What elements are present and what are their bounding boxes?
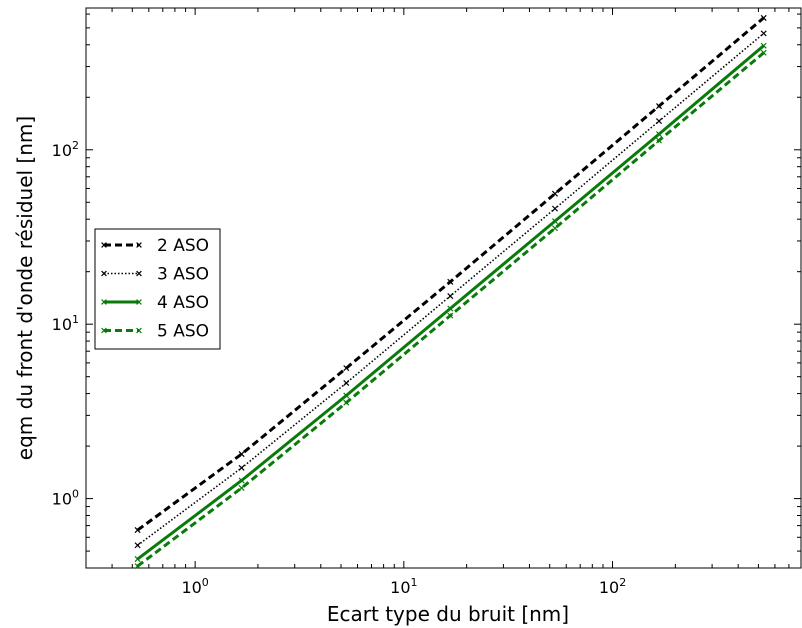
data-point-marker <box>134 556 141 563</box>
data-point-marker <box>551 205 559 212</box>
data-point-marker <box>655 137 663 144</box>
data-point-marker <box>343 392 350 399</box>
data-point-marker <box>238 484 245 492</box>
x-tick-label: 102 <box>599 576 626 597</box>
data-point-marker <box>655 131 663 138</box>
legend-marker <box>136 299 142 305</box>
data-point-marker <box>134 527 141 534</box>
data-point-marker <box>134 542 141 549</box>
legend-marker <box>136 327 142 334</box>
series-3-aso <box>134 30 767 549</box>
series-5-aso <box>134 49 767 570</box>
legend-marker <box>101 270 107 277</box>
legend: 2 ASO 3 ASO 4 ASO 5 ASO <box>94 228 221 350</box>
data-point-marker <box>238 477 245 484</box>
x-tick-label: 100 <box>181 576 208 597</box>
data-point-marker <box>760 42 767 49</box>
data-point-marker <box>343 399 350 406</box>
legend-entry: 2 ASO <box>101 236 209 256</box>
data-point-marker <box>343 379 350 387</box>
legend-marker <box>136 242 142 248</box>
legend-label: 4 ASO <box>157 293 209 313</box>
legend-label: 5 ASO <box>157 322 209 342</box>
data-point-marker <box>447 312 454 319</box>
legend-entry: 3 ASO <box>101 265 209 285</box>
data-point-marker <box>238 451 245 458</box>
data-point-marker <box>655 103 663 110</box>
legend-label: 3 ASO <box>157 265 209 285</box>
legend-entry: 5 ASO <box>101 322 209 342</box>
legend-label: 2 ASO <box>157 236 209 256</box>
data-point-marker <box>238 464 245 471</box>
x-tick-label: 101 <box>390 576 417 597</box>
legend-entry: 4 ASO <box>101 293 209 313</box>
data-point-marker <box>551 190 559 197</box>
data-point-marker <box>551 225 559 232</box>
data-point-marker <box>134 563 141 570</box>
series-4-aso <box>134 42 767 563</box>
series-2-aso <box>134 14 767 534</box>
data-point-marker <box>551 218 559 225</box>
x-axis-label: Ecart type du bruit [nm] <box>327 602 569 626</box>
series-layer <box>134 14 767 570</box>
data-point-marker <box>655 118 663 125</box>
legend-marker <box>136 270 142 277</box>
data-point-marker <box>447 305 454 312</box>
data-point-marker <box>760 14 767 21</box>
ticks-layer: 100 101 102 100 101 102 <box>52 8 802 597</box>
data-point-marker <box>447 278 454 285</box>
data-point-marker <box>760 49 767 56</box>
y-tick-label: 102 <box>52 139 79 160</box>
data-point-marker <box>447 293 454 300</box>
legend-marker <box>101 327 107 334</box>
legend-marker <box>101 299 107 305</box>
data-point-marker <box>760 30 767 37</box>
y-axis-label: eqm du front d'onde résiduel [nm] <box>13 116 37 460</box>
y-tick-label: 101 <box>52 313 79 334</box>
data-point-marker <box>343 365 350 372</box>
y-tick-label: 100 <box>52 488 79 509</box>
legend-marker <box>101 242 107 248</box>
